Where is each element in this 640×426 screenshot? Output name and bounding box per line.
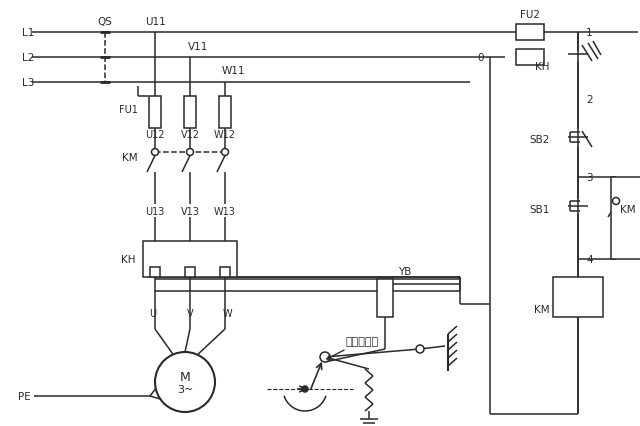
Text: FU2: FU2 xyxy=(520,10,540,20)
Text: FU1: FU1 xyxy=(119,105,138,115)
Bar xyxy=(143,242,237,277)
Bar xyxy=(516,50,544,66)
Bar xyxy=(184,97,196,129)
Text: W13: W13 xyxy=(214,207,236,216)
Text: U: U xyxy=(149,308,157,318)
Text: 断电时抱紧: 断电时抱紧 xyxy=(327,336,378,359)
Circle shape xyxy=(186,149,193,156)
Bar xyxy=(150,268,160,277)
Text: 1: 1 xyxy=(586,28,593,38)
Text: KM: KM xyxy=(620,204,636,215)
Text: SB2: SB2 xyxy=(530,135,550,145)
Text: SB1: SB1 xyxy=(530,204,550,215)
Text: PE: PE xyxy=(18,391,31,401)
Text: KM: KM xyxy=(122,153,138,163)
Text: 4: 4 xyxy=(586,254,593,265)
Text: 0: 0 xyxy=(477,53,484,63)
Text: KH: KH xyxy=(536,62,550,72)
Bar xyxy=(553,277,603,317)
Text: U12: U12 xyxy=(145,130,164,140)
Bar xyxy=(220,268,230,277)
Text: QS: QS xyxy=(97,17,113,27)
Bar xyxy=(377,279,393,317)
Bar xyxy=(219,97,231,129)
Text: YB: YB xyxy=(398,266,412,276)
Text: M: M xyxy=(180,371,190,383)
Text: W12: W12 xyxy=(214,130,236,140)
Circle shape xyxy=(221,149,228,156)
Text: W: W xyxy=(222,308,232,318)
Circle shape xyxy=(416,345,424,353)
Text: 2: 2 xyxy=(586,95,593,105)
Bar xyxy=(149,97,161,129)
Text: 3: 3 xyxy=(586,173,593,183)
Circle shape xyxy=(155,352,215,412)
Bar xyxy=(611,178,640,259)
Text: V11: V11 xyxy=(188,42,208,52)
Bar xyxy=(516,25,544,41)
Text: L2: L2 xyxy=(22,53,35,63)
Text: L1: L1 xyxy=(22,28,35,38)
Text: U13: U13 xyxy=(145,207,164,216)
Text: 3~: 3~ xyxy=(177,384,193,394)
Text: L3: L3 xyxy=(22,78,35,88)
Circle shape xyxy=(320,352,330,362)
Text: V13: V13 xyxy=(180,207,200,216)
Text: KM: KM xyxy=(534,304,550,314)
Bar xyxy=(185,268,195,277)
Text: U11: U11 xyxy=(145,17,165,27)
Text: W11: W11 xyxy=(221,66,244,76)
Circle shape xyxy=(302,386,308,392)
Circle shape xyxy=(152,149,159,156)
Text: V12: V12 xyxy=(180,130,200,140)
Text: V: V xyxy=(187,308,193,318)
Text: KH: KH xyxy=(120,254,135,265)
Circle shape xyxy=(612,198,620,205)
